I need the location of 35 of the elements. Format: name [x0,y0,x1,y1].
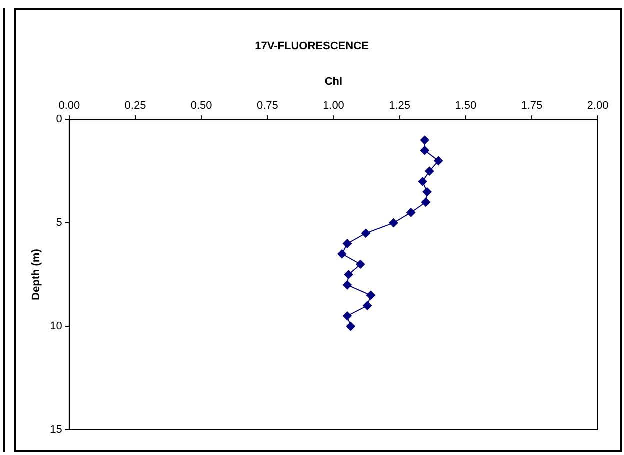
y-tick-label: 10 [50,320,62,333]
point [421,198,430,207]
point [342,312,352,321]
point [422,188,432,197]
point [346,322,356,332]
x-axis-title: Chl [324,76,343,88]
y-axis-title: Depth (m) [30,248,43,300]
point [342,280,352,290]
y-tick-label: 5 [56,217,62,230]
point [406,208,416,218]
x-tick-label: 0.50 [190,100,212,112]
point [338,250,347,259]
x-tick-label: 2.00 [587,100,609,112]
chart-title: 17V-FLUORESCENCE [255,40,369,53]
y-tick-label: 0 [56,114,62,126]
point [434,156,444,166]
point [344,270,354,280]
point [420,146,430,156]
point [420,136,430,145]
point [361,228,370,238]
point [366,290,376,300]
x-tick-label: 0.00 [58,100,80,112]
point [363,301,372,310]
x-tick-label: 1.50 [455,100,477,112]
point [425,166,434,176]
x-tick-label: 1.75 [521,100,543,112]
x-tick-label: 0.25 [124,100,146,112]
x-tick-label: 1.25 [389,100,410,112]
point [342,239,352,248]
point [389,218,398,228]
point [418,177,428,186]
point [356,260,366,269]
x-tick-label: 0.75 [256,100,278,112]
y-tick-label: 15 [50,424,62,436]
x-tick-label: 1.00 [323,100,344,112]
